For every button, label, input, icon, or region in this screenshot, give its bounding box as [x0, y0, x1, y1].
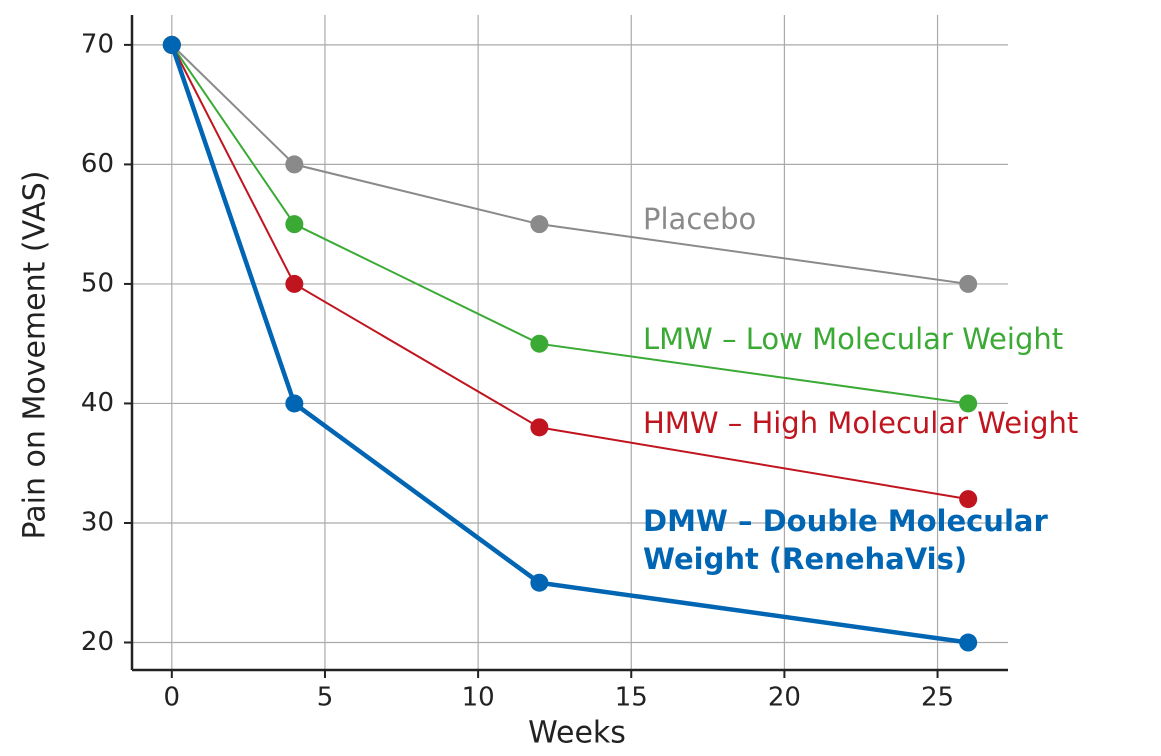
- y-tick-label: 20: [81, 627, 114, 657]
- series-label: Placebo: [643, 202, 757, 236]
- data-point: [530, 215, 549, 234]
- y-tick-label: 40: [81, 388, 114, 418]
- series-line: [170, 44, 969, 405]
- x-tick-label: 5: [317, 683, 334, 713]
- x-tick-label: 0: [164, 683, 181, 713]
- x-tick-label: 10: [462, 683, 495, 713]
- x-tick-label: 20: [768, 683, 801, 713]
- data-point: [162, 35, 181, 54]
- data-point: [285, 274, 304, 293]
- data-point: [959, 394, 978, 413]
- series-label: LMW – Low Molecular Weight: [643, 322, 1064, 356]
- data-point: [530, 573, 549, 592]
- y-axis-label: Pain on Movement (VAS): [18, 171, 53, 540]
- series-line: [171, 44, 969, 285]
- data-point: [285, 155, 304, 174]
- data-point: [959, 633, 978, 652]
- y-tick-label: 30: [81, 507, 114, 537]
- data-point: [959, 274, 978, 293]
- series-label: DMW – Double Molecular Weight (RenehaVis…: [643, 504, 1048, 576]
- y-tick-label: 70: [81, 29, 114, 59]
- y-tick-label: 50: [81, 268, 114, 298]
- data-point: [285, 394, 304, 413]
- x-axis-label: Weeks: [528, 716, 626, 751]
- y-tick-label: 60: [81, 149, 114, 179]
- series-line: [169, 44, 969, 645]
- data-point: [530, 418, 549, 437]
- x-tick-label: 25: [921, 683, 954, 713]
- x-tick-label: 15: [615, 683, 648, 713]
- data-point: [959, 490, 978, 509]
- series-line: [170, 44, 969, 501]
- data-point: [285, 215, 304, 234]
- data-point: [530, 334, 549, 353]
- series-label: HMW – High Molecular Weight: [643, 406, 1079, 440]
